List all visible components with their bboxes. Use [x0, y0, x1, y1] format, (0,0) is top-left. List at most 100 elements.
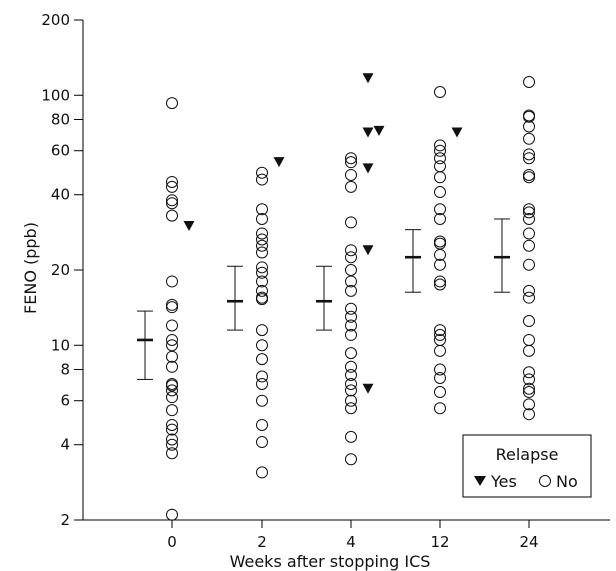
- no-relapse-point: [166, 384, 178, 397]
- no-relapse-point: [256, 212, 268, 225]
- no-relapse-point: [345, 328, 357, 341]
- no-relapse-point: [256, 293, 268, 306]
- legend-title: Relapse: [496, 445, 559, 464]
- x-tick-label: 2: [257, 533, 267, 551]
- no-relapse-point: [166, 194, 178, 207]
- no-relapse-point: [345, 244, 357, 257]
- no-relapse-point: [434, 160, 446, 173]
- no-relapse-point: [256, 394, 268, 407]
- no-relapse-point: [434, 203, 446, 216]
- no-relapse-point: [345, 347, 357, 360]
- no-relapse-point: [345, 180, 357, 193]
- no-relapse-point: [345, 430, 357, 443]
- no-relapse-point: [256, 370, 268, 383]
- no-relapse-point: [256, 233, 268, 246]
- no-relapse-point: [434, 278, 446, 291]
- no-relapse-point: [345, 360, 357, 373]
- no-relapse-point: [256, 227, 268, 240]
- no-relapse-point: [434, 402, 446, 415]
- no-relapse-point: [166, 350, 178, 363]
- y-tick-label: 4: [60, 436, 70, 454]
- no-relapse-point: [345, 369, 357, 382]
- no-relapse-point: [166, 418, 178, 431]
- no-relapse-point: [434, 344, 446, 357]
- no-relapse-point: [166, 379, 178, 392]
- no-relapse-point: [434, 324, 446, 337]
- no-relapse-point: [345, 384, 357, 397]
- no-relapse-point: [434, 144, 446, 157]
- no-relapse-point: [523, 168, 535, 181]
- no-relapse-point: [345, 152, 357, 165]
- no-relapse-point: [523, 315, 535, 328]
- no-relapse-point: [256, 466, 268, 479]
- y-tick-label: 8: [60, 360, 70, 378]
- data-points: [166, 73, 535, 521]
- no-relapse-point: [434, 328, 446, 341]
- no-relapse-point: [256, 246, 268, 259]
- legend-no-circle-icon: [539, 475, 551, 487]
- no-relapse-point: [256, 266, 268, 279]
- y-tick-label: 200: [41, 11, 70, 29]
- relapse-point: [362, 163, 374, 174]
- no-relapse-point: [523, 291, 535, 304]
- no-relapse-point: [256, 339, 268, 352]
- relapse-point: [362, 245, 374, 256]
- no-relapse-point: [166, 404, 178, 417]
- x-tick-label: 4: [346, 533, 356, 551]
- no-relapse-point: [256, 418, 268, 431]
- no-relapse-point: [256, 436, 268, 449]
- no-relapse-point: [166, 333, 178, 346]
- no-relapse-point: [166, 360, 178, 373]
- no-relapse-point: [523, 171, 535, 184]
- no-relapse-point: [166, 97, 178, 110]
- no-relapse-point: [434, 186, 446, 199]
- no-relapse-point: [256, 377, 268, 390]
- no-relapse-point: [345, 251, 357, 264]
- no-relapse-point: [434, 386, 446, 399]
- no-relapse-point: [523, 148, 535, 161]
- no-relapse-point: [166, 319, 178, 332]
- legend-no-label: No: [556, 472, 578, 491]
- relapse-point: [451, 127, 463, 138]
- no-relapse-point: [166, 447, 178, 460]
- no-relapse-point: [434, 171, 446, 184]
- legend: Relapse Yes No: [462, 434, 592, 498]
- no-relapse-point: [345, 453, 357, 466]
- no-relapse-point: [523, 212, 535, 225]
- no-relapse-point: [523, 206, 535, 219]
- no-relapse-point: [166, 197, 178, 210]
- no-relapse-point: [523, 333, 535, 346]
- y-tick-label: 60: [51, 142, 70, 160]
- no-relapse-point: [434, 86, 446, 99]
- summary-bars: [137, 218, 510, 380]
- relapse-point: [183, 220, 195, 231]
- y-tick-label: 6: [60, 392, 70, 410]
- no-relapse-point: [523, 344, 535, 357]
- no-relapse-point: [166, 175, 178, 188]
- legend-yes-triangle-icon: [474, 476, 486, 486]
- no-relapse-point: [523, 120, 535, 133]
- relapse-point: [362, 73, 374, 84]
- no-relapse-point: [523, 110, 535, 123]
- x-tick-label: 12: [430, 533, 449, 551]
- no-relapse-point: [256, 203, 268, 216]
- no-relapse-point: [345, 402, 357, 415]
- no-relapse-point: [166, 438, 178, 451]
- legend-box: [462, 434, 592, 498]
- no-relapse-point: [523, 152, 535, 165]
- no-relapse-point: [434, 275, 446, 288]
- y-tick-label: 80: [51, 110, 70, 128]
- no-relapse-point: [256, 173, 268, 186]
- y-tick-label: 40: [51, 186, 70, 204]
- relapse-point: [373, 125, 385, 136]
- no-relapse-point: [434, 258, 446, 271]
- no-relapse-point: [523, 227, 535, 240]
- y-tick-label: 100: [41, 86, 70, 104]
- x-axis-ticks: 0 2 4 12 24: [167, 520, 539, 551]
- relapse-point: [273, 157, 285, 168]
- no-relapse-point: [523, 284, 535, 297]
- no-relapse-point: [256, 284, 268, 297]
- x-axis-title: Weeks after stopping ICS: [230, 552, 431, 571]
- no-relapse-point: [166, 180, 178, 193]
